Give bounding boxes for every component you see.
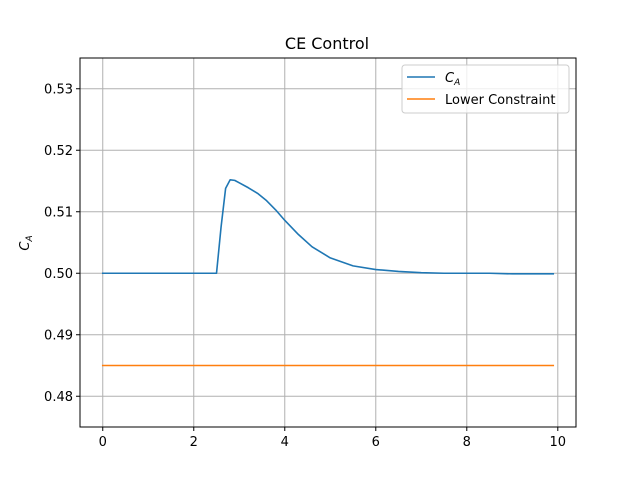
x-tick-label: 6 — [372, 435, 380, 450]
series-layer — [101, 178, 555, 367]
y-tick-label: 0.53 — [44, 82, 73, 97]
legend-label-lower-constraint: Lower Constraint — [445, 93, 555, 108]
y-tick-label: 0.51 — [44, 205, 73, 220]
x-tick-label: 4 — [281, 435, 289, 450]
x-tick-label: 2 — [190, 435, 198, 450]
y-tick-label: 0.48 — [44, 390, 73, 405]
x-tick-label: 0 — [99, 435, 107, 450]
y-axis-label-main: C — [18, 241, 33, 251]
legend-label-ca: CA — [445, 71, 460, 88]
legend-box — [401, 64, 570, 114]
legend-label-ca-main: C — [445, 71, 455, 86]
series-line-ca — [101, 178, 555, 275]
legend: CA Lower Constraint — [401, 64, 570, 114]
y-axis-label-sub: A — [25, 235, 35, 242]
y-tick-label: 0.50 — [44, 267, 73, 282]
x-tick-label: 10 — [550, 435, 567, 450]
y-tick-label: 0.52 — [44, 144, 73, 159]
ticks: 0 2 4 6 8 10 0.48 0.49 0.50 0.51 0.52 0.53 — [44, 82, 566, 450]
legend-label-ca-sub: A — [453, 78, 460, 88]
plot-frame — [79, 57, 577, 428]
chart-title: CE Control — [285, 34, 369, 53]
y-axis-label: CA — [18, 235, 35, 250]
y-tick-label: 0.49 — [44, 328, 73, 343]
x-tick-label: 8 — [463, 435, 471, 450]
